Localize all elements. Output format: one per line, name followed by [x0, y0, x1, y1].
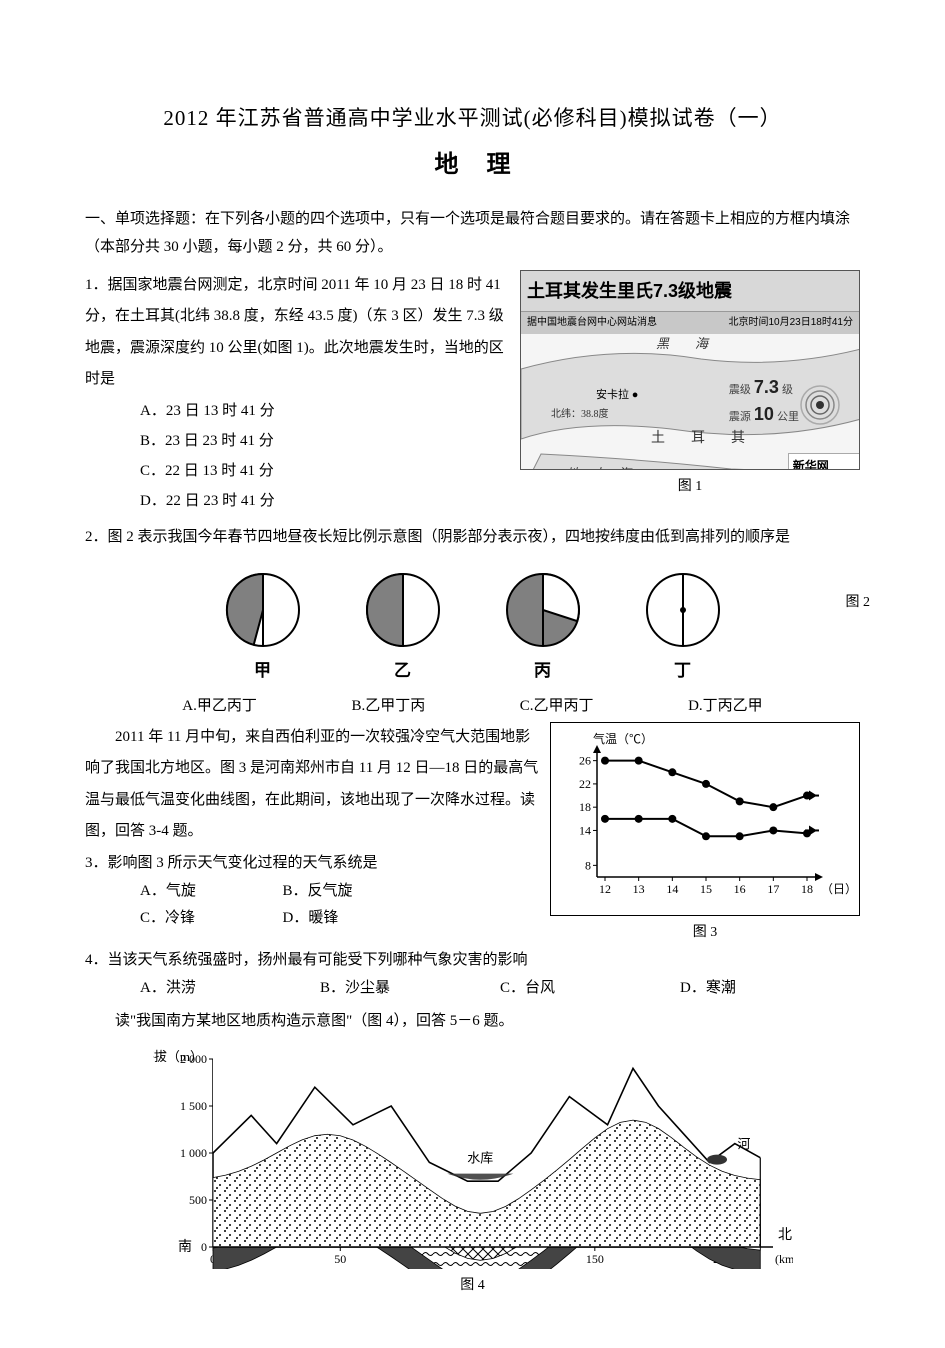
- svg-text:14: 14: [666, 882, 678, 896]
- map-title: 土耳其发生里氏7.3级地震: [521, 271, 859, 312]
- svg-text:12: 12: [599, 882, 611, 896]
- q4-opt-d: D．寒潮: [680, 975, 860, 1002]
- svg-text:1 500: 1 500: [180, 1099, 207, 1113]
- figure-1-caption: 图 1: [520, 474, 860, 499]
- page-subtitle: 地理: [85, 144, 860, 187]
- map-label-med: 地 中 海: [566, 462, 631, 470]
- pie-ding: 丁: [643, 570, 723, 687]
- figure-4-caption: 图 4: [85, 1273, 860, 1298]
- q3-q4-block: 2011 年 11 月中旬，来自西伯利亚的一次较强冷空气大范围地影响了我国北方地…: [85, 722, 860, 945]
- q3-options: A．气旋 B．反气旋: [85, 878, 425, 905]
- svg-text:1 000: 1 000: [180, 1146, 207, 1160]
- svg-text:18: 18: [579, 800, 591, 814]
- map-label-ankara: 安卡拉 ●: [596, 386, 638, 406]
- q1-opt-b: B．23 日 23 时 41 分: [140, 426, 508, 456]
- q3-options-2: C．冷锋 D．暖锋: [85, 905, 425, 932]
- svg-text:14: 14: [579, 823, 591, 837]
- q1-opt-d: D．22 日 23 时 41 分: [140, 486, 508, 516]
- q1-opt-c: C．22 日 13 时 41 分: [140, 456, 508, 486]
- q2-options: A.甲乙丙丁 B.乙甲丁丙 C.乙甲丙丁 D.丁丙乙甲: [85, 693, 860, 720]
- map-source-logo: 新华网 WWW.NEWS.CN: [788, 453, 859, 470]
- q3-opt-b: B．反气旋: [283, 878, 426, 905]
- svg-text:0: 0: [201, 1240, 207, 1254]
- q4-opt-a: A．洪涝: [140, 975, 320, 1002]
- svg-text:(km): (km): [775, 1252, 793, 1266]
- map-label-black-sea: 黑 海: [656, 332, 708, 355]
- q3-stem: 3．影响图 3 所示天气变化过程的天气系统是: [85, 848, 540, 878]
- q2-opt-a: A.甲乙丙丁: [182, 693, 257, 720]
- question-1-block: 1．据国家地震台网测定，北京时间 2011 年 10 月 23 日 18 时 4…: [85, 270, 860, 516]
- pie-jia: 甲: [223, 570, 303, 687]
- svg-text:北: 北: [778, 1227, 792, 1243]
- figure-3-caption: 图 3: [550, 920, 860, 945]
- svg-text:150: 150: [585, 1252, 603, 1266]
- map-sub-right: 北京时间10月23日18时41分: [729, 314, 854, 332]
- figure-2-caption: 图 2: [846, 590, 871, 615]
- svg-text:17: 17: [767, 882, 779, 896]
- q1-options: A．23 日 13 时 41 分 B．23 日 23 时 41 分 C．22 日…: [85, 396, 508, 516]
- pie-yi: 乙: [363, 570, 443, 687]
- q2-opt-b: B.乙甲丁丙: [351, 693, 425, 720]
- q2-opt-d: D.丁丙乙甲: [688, 693, 763, 720]
- q2-opt-c: C.乙甲丙丁: [520, 693, 594, 720]
- svg-text:15: 15: [700, 882, 712, 896]
- q2-stem: 2．图 2 表示我国今年春节四地昼夜长短比例示意图（阴影部分表示夜），四地按纬度…: [85, 522, 860, 552]
- svg-text:水库: 水库: [467, 1151, 493, 1166]
- svg-text:气温（℃）: 气温（℃）: [593, 731, 653, 746]
- passage-5-6: 读"我国南方某地区地质构造示意图"（图 4），回答 5－6 题。: [85, 1006, 860, 1038]
- q3-opt-a: A．气旋: [140, 878, 283, 905]
- passage-3-4: 2011 年 11 月中旬，来自西伯利亚的一次较强冷空气大范围地影响了我国北方地…: [85, 722, 540, 848]
- figure-3: 气温（℃） 8 14 18 22 26 12 13 14 15 16 17 18 （日） 图 3: [550, 722, 860, 945]
- q4-options: A．洪涝 B．沙尘暴 C．台风 D．寒潮: [85, 975, 860, 1002]
- svg-text:500: 500: [189, 1193, 207, 1207]
- svg-text:（日）: （日）: [821, 882, 849, 896]
- section-1-header: 一、单项选择题：在下列各小题的四个选项中，只有一个选项是最符合题目要求的。请在答…: [85, 205, 860, 262]
- q3-opt-c: C．冷锋: [140, 905, 283, 932]
- svg-text:22: 22: [579, 776, 591, 790]
- svg-text:13: 13: [633, 882, 645, 896]
- svg-text:50: 50: [334, 1252, 346, 1266]
- svg-text:16: 16: [734, 882, 746, 896]
- epicenter-icon: [799, 384, 841, 426]
- map-earthquake-info: 震级 7.3 级 震源 10 公里: [729, 374, 799, 428]
- page-title: 2012 年江苏省普通高中学业水平测试(必修科目)模拟试卷（一）: [85, 100, 860, 138]
- figure-2: 甲 乙 丙 丁 图 2: [85, 570, 860, 687]
- pie-bing: 丙: [503, 570, 583, 687]
- map-label-turkey: 土 耳 其: [651, 426, 751, 451]
- svg-text:南: 南: [178, 1239, 192, 1255]
- q4-opt-c: C．台风: [500, 975, 680, 1002]
- map-label-lat: 北纬：38.8度: [551, 406, 609, 424]
- svg-text:河: 河: [737, 1137, 750, 1152]
- q1-opt-a: A．23 日 13 时 41 分: [140, 396, 508, 426]
- map-sub-left: 据中国地震台网中心网站消息: [527, 314, 657, 332]
- q4-stem: 4．当该天气系统强盛时，扬州最有可能受下列哪种气象灾害的影响: [85, 945, 860, 975]
- q3-opt-d: D．暖锋: [283, 905, 426, 932]
- q4-opt-b: B．沙尘暴: [320, 975, 500, 1002]
- svg-text:2 000: 2 000: [180, 1052, 207, 1066]
- svg-text:18: 18: [801, 882, 813, 896]
- q1-stem: 1．据国家地震台网测定，北京时间 2011 年 10 月 23 日 18 时 4…: [85, 270, 508, 396]
- figure-4: 海拔（m）05001 0001 5002 000050100150200(km)…: [85, 1049, 860, 1298]
- svg-text:8: 8: [585, 858, 591, 872]
- svg-text:26: 26: [579, 753, 591, 767]
- figure-1: 土耳其发生里氏7.3级地震 据中国地震台网中心网站消息 北京时间10月23日18…: [520, 270, 860, 499]
